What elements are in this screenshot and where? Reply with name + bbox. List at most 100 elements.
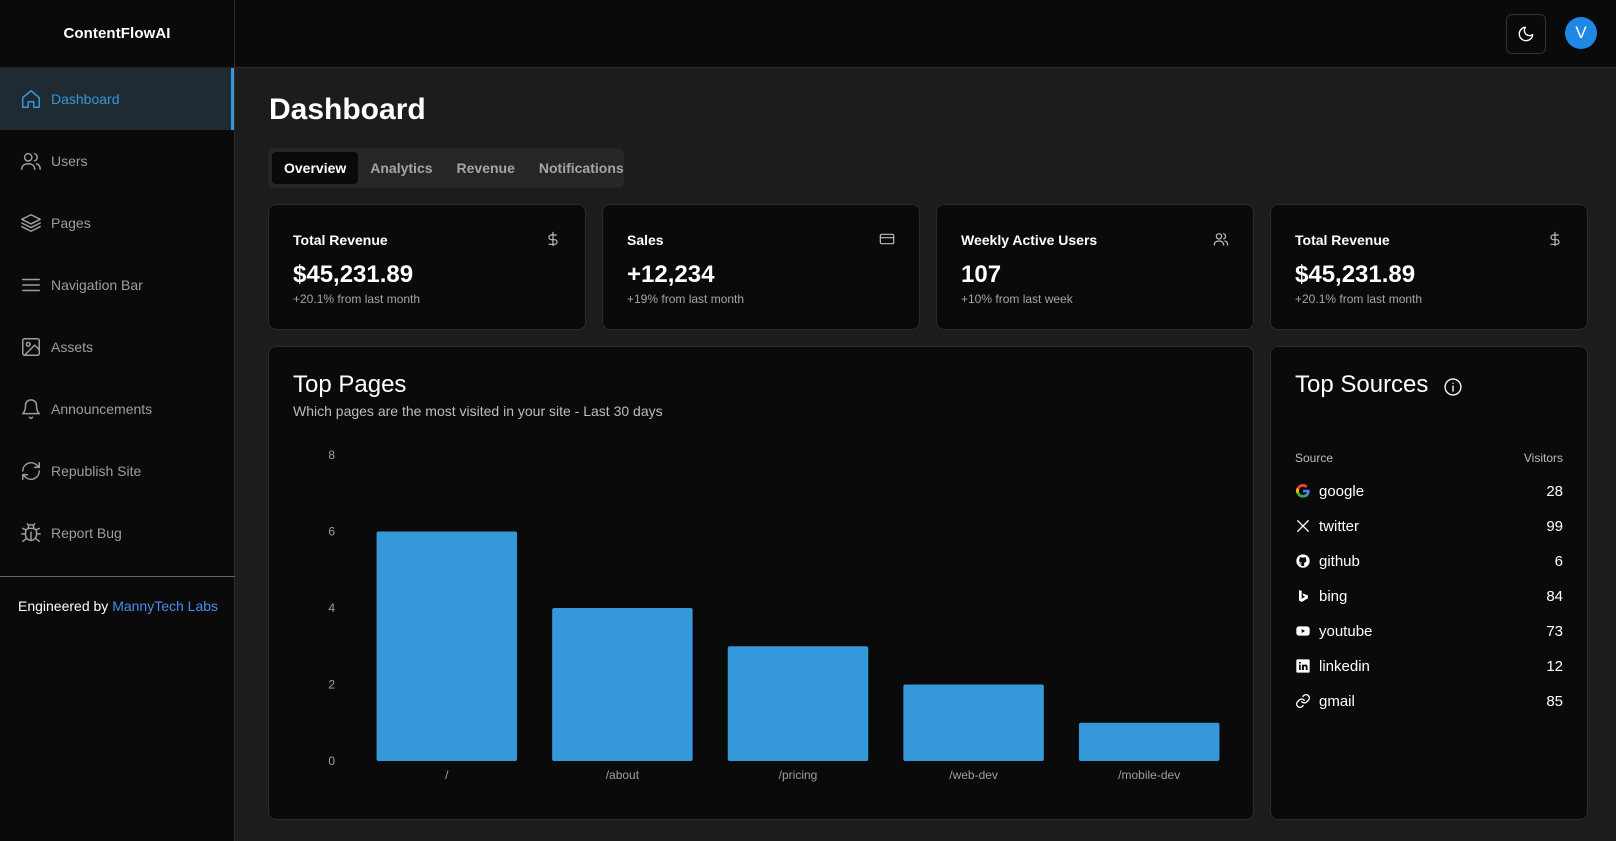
y-tick-label: 6 [328, 525, 335, 539]
y-tick-label: 0 [328, 754, 335, 768]
source-visitors: 6 [1554, 552, 1563, 570]
stat-delta: +20.1% from last month [293, 292, 421, 306]
source-row-linkedin[interactable]: linkedin 12 [1295, 654, 1563, 678]
bar-mobile-dev[interactable] [1078, 722, 1220, 761]
sidebar-item-announcements[interactable]: Announcements [0, 378, 234, 440]
top-pages-bar-chart: 0 2 4 6 8 / /about/pricing/web-dev/mobile-dev [328, 448, 1220, 782]
bar-pricing[interactable] [727, 646, 869, 761]
tab-list: Overview Analytics Revenue Notifications [268, 148, 624, 188]
source-row-youtube[interactable]: youtube 73 [1295, 619, 1563, 643]
x-tick-label: / [445, 768, 449, 782]
bing-icon [1299, 590, 1308, 602]
source-name: google [1319, 482, 1365, 500]
sidebar-item-label: Dashboard [51, 91, 120, 107]
source-name: gmail [1319, 692, 1355, 710]
tab-notifications[interactable]: Notifications [538, 160, 624, 176]
sidebar-item-label: Navigation Bar [51, 277, 143, 293]
source-name: youtube [1319, 622, 1373, 640]
stat-delta: +20.1% from last month [1295, 292, 1423, 306]
source-name: linkedin [1319, 657, 1370, 675]
home-icon [22, 90, 40, 108]
top-bar: V [235, 0, 1616, 68]
source-row-google[interactable]: google 28 [1295, 479, 1563, 503]
sidebar-item-label: Republish Site [51, 463, 142, 479]
github-icon [1296, 554, 1310, 568]
source-row-bing[interactable]: bing 84 [1295, 584, 1563, 608]
top-pages-card: Top Pages Which pages are the most visit… [268, 346, 1254, 820]
sidebar-item-label: Report Bug [51, 525, 122, 541]
menu-icon [22, 278, 40, 292]
footer-credit: Engineered by MannyTech Labs [18, 598, 218, 614]
source-visitors: 84 [1546, 587, 1563, 605]
theme-toggle-button[interactable] [1506, 14, 1546, 54]
sidebar: ContentFlowAI Dashboard Users Pages Navi… [0, 0, 235, 841]
source-name: github [1319, 552, 1360, 570]
sources-table-header: Source Visitors [1295, 451, 1563, 465]
sidebar-divider [0, 576, 235, 577]
sidebar-item-republish-site[interactable]: Republish Site [0, 440, 234, 502]
sidebar-nav: Dashboard Users Pages Navigation Bar Ass… [0, 68, 234, 564]
link-icon [1296, 694, 1310, 708]
x-tick-label: /pricing [779, 768, 818, 782]
bar-root[interactable] [376, 531, 518, 762]
credit-card-icon [879, 233, 895, 245]
column-header-source: Source [1295, 451, 1334, 465]
youtube-icon [1296, 626, 1310, 636]
stat-card-sales: Sales +12,234 +19% from last month [602, 204, 920, 330]
sidebar-item-label: Assets [51, 339, 94, 355]
credit-link[interactable]: MannyTech Labs [112, 598, 219, 614]
page-title: Dashboard [269, 93, 426, 126]
source-row-github[interactable]: github 6 [1295, 549, 1563, 573]
sidebar-item-label: Users [51, 153, 88, 169]
source-name: bing [1319, 587, 1348, 605]
bug-icon [21, 523, 41, 542]
stat-title: Total Revenue [1295, 232, 1390, 248]
users-icon [1213, 233, 1229, 246]
credit-prefix: Engineered by [18, 598, 109, 614]
sidebar-item-label: Pages [51, 215, 91, 231]
top-pages-subtitle: Which pages are the most visited in your… [293, 403, 663, 419]
moon-icon [1518, 26, 1534, 42]
bell-icon [22, 399, 40, 419]
x-tick-label: /mobile-dev [1118, 768, 1180, 782]
source-visitors: 99 [1546, 517, 1563, 535]
source-visitors: 12 [1546, 657, 1563, 675]
avatar[interactable]: V [1565, 17, 1597, 49]
stat-delta: +19% from last month [627, 292, 745, 306]
x-tick-label: /about [606, 768, 640, 782]
column-header-visitors: Visitors [1523, 451, 1563, 465]
sidebar-item-users[interactable]: Users [0, 130, 234, 192]
stat-title: Sales [627, 232, 664, 248]
sidebar-item-navigation-bar[interactable]: Navigation Bar [0, 254, 234, 316]
brand-logo[interactable]: ContentFlowAI [0, 0, 234, 68]
sidebar-item-report-bug[interactable]: Report Bug [0, 502, 234, 564]
info-icon[interactable] [1443, 377, 1463, 397]
linkedin-icon [1296, 659, 1310, 673]
stat-delta: +10% from last week [961, 292, 1073, 306]
top-pages-title: Top Pages [293, 371, 407, 398]
tab-overview[interactable]: Overview [272, 152, 359, 184]
source-row-gmail[interactable]: gmail 85 [1295, 689, 1563, 713]
source-visitors: 73 [1546, 622, 1563, 640]
sidebar-item-pages[interactable]: Pages [0, 192, 234, 254]
stat-value: $45,231.89 [293, 261, 414, 288]
top-sources-title: Top Sources [1295, 371, 1429, 398]
stat-title: Weekly Active Users [961, 232, 1098, 248]
image-icon [22, 338, 40, 356]
y-tick-label: 8 [328, 448, 335, 462]
top-sources-card: Top Sources Source Visitors google 28 tw… [1270, 346, 1588, 820]
dollar-icon [548, 231, 558, 247]
tab-revenue[interactable]: Revenue [456, 160, 515, 176]
bar-about[interactable] [552, 608, 693, 761]
sidebar-item-assets[interactable]: Assets [0, 316, 234, 378]
source-row-twitter[interactable]: twitter 99 [1295, 514, 1563, 538]
source-name: twitter [1319, 517, 1360, 535]
bar-web-dev[interactable] [903, 684, 1044, 762]
layers-icon [21, 214, 41, 232]
tab-analytics[interactable]: Analytics [370, 160, 433, 176]
x-tick-label: /web-dev [949, 768, 998, 782]
x-twitter-icon [1297, 520, 1309, 532]
sidebar-item-dashboard[interactable]: Dashboard [0, 68, 234, 130]
stat-value: +12,234 [627, 261, 715, 288]
refresh-icon [22, 462, 40, 480]
